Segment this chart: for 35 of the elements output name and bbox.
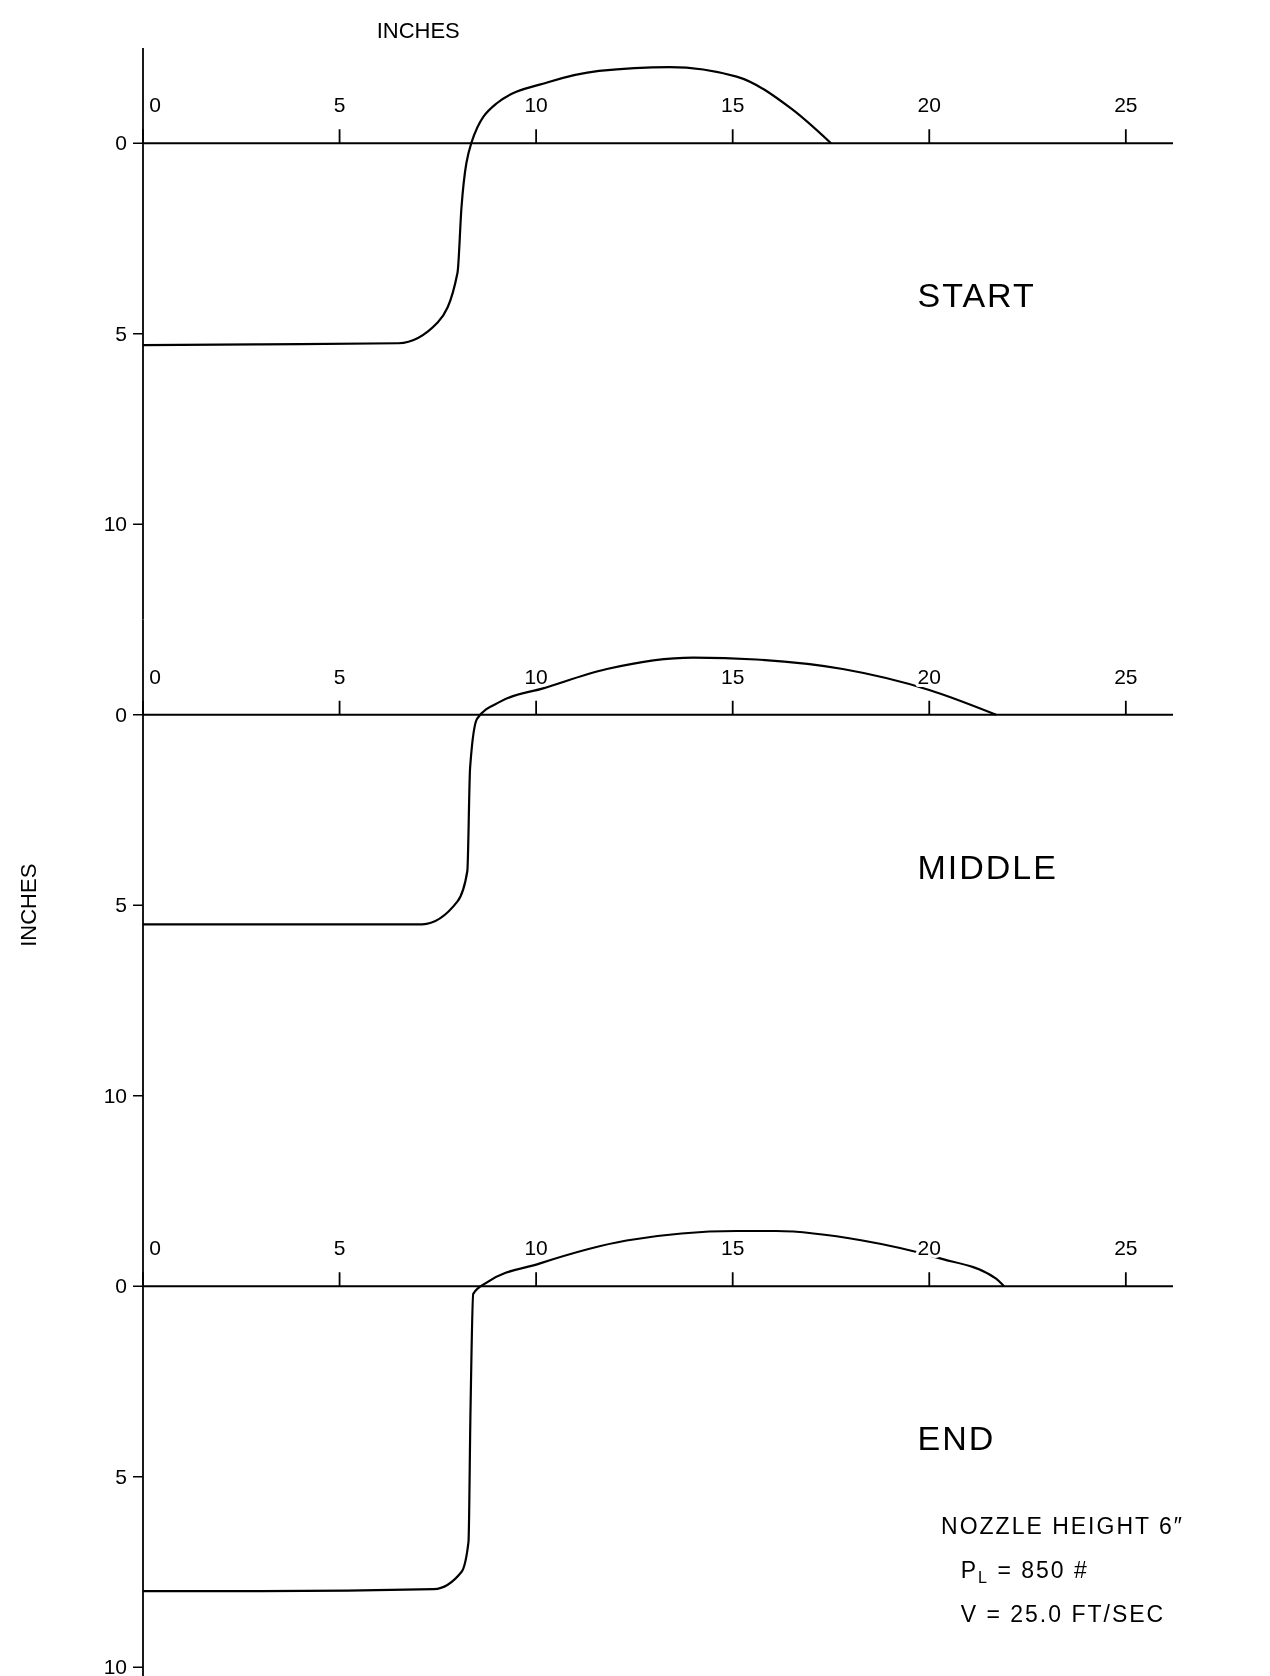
y-tick-label: 0: [115, 1274, 127, 1298]
x-tick-label: 5: [333, 93, 346, 117]
annotation: P$_{L}$ = 850 #: [960, 1557, 1089, 1586]
x-tick-label: 15: [721, 664, 745, 688]
x-tick-label: 5: [333, 664, 346, 688]
y-tick-label: 10: [103, 1655, 127, 1676]
x-tick-label: 5: [333, 1236, 346, 1260]
y-tick-label: 5: [115, 321, 127, 345]
x-tick-label: 25: [1114, 664, 1138, 688]
x-tick-label: 25: [1114, 1236, 1138, 1260]
y-tick-label: 5: [115, 893, 127, 917]
x-tick-label: 0: [149, 664, 161, 688]
x-tick-label: 20: [917, 93, 941, 117]
x-tick-label: 0: [149, 93, 161, 117]
x-tick-label: 15: [721, 93, 745, 117]
x-tick-label: 10: [524, 93, 548, 117]
x-axis-title: INCHES: [376, 18, 460, 43]
annotation: MIDDLE: [917, 847, 1058, 886]
x-tick-label: 15: [721, 1236, 745, 1260]
y-tick-label: 0: [115, 702, 127, 726]
annotation: START: [917, 276, 1036, 315]
y-tick-label: 0: [115, 131, 127, 155]
annotation: END: [917, 1419, 996, 1458]
y-tick-label: 5: [115, 1464, 127, 1488]
x-tick-label: 10: [524, 1236, 548, 1260]
x-tick-label: 20: [917, 1236, 941, 1260]
y-tick-label: 10: [103, 1083, 127, 1107]
x-tick-label: 10: [524, 664, 548, 688]
x-tick-label: 20: [917, 664, 941, 688]
y-axis-title: INCHES: [16, 863, 41, 947]
annotation: NOZZLE HEIGHT 6″: [941, 1513, 1184, 1540]
x-tick-label: 0: [149, 1236, 161, 1260]
y-tick-label: 10: [103, 512, 127, 536]
x-tick-label: 25: [1114, 93, 1138, 117]
annotation: V = 25.0 FT/SEC: [960, 1601, 1166, 1628]
